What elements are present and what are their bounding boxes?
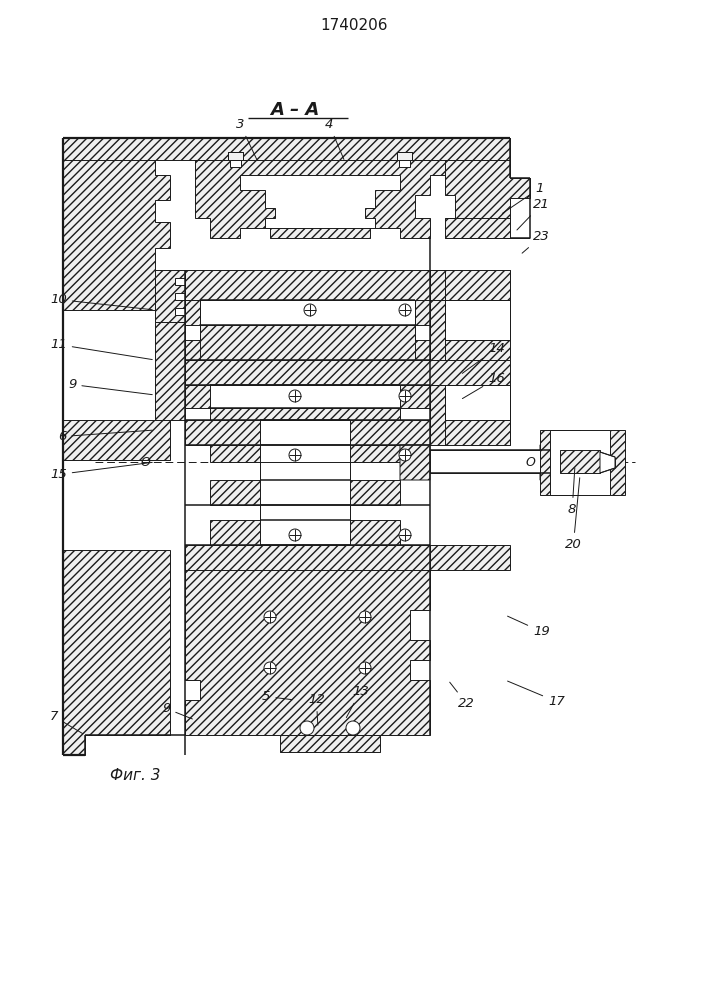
Polygon shape (155, 270, 185, 322)
Text: O: O (140, 456, 150, 468)
Text: 16: 16 (462, 372, 505, 399)
Text: 8: 8 (568, 468, 576, 516)
Circle shape (399, 529, 411, 541)
Text: 13: 13 (346, 685, 369, 718)
Polygon shape (185, 270, 510, 300)
Text: 1740206: 1740206 (320, 17, 387, 32)
Polygon shape (399, 160, 410, 167)
Polygon shape (185, 545, 430, 570)
Polygon shape (228, 152, 243, 160)
Text: 7: 7 (50, 710, 83, 734)
Polygon shape (397, 152, 412, 160)
Polygon shape (550, 430, 610, 495)
Polygon shape (260, 420, 350, 545)
Polygon shape (185, 385, 430, 445)
Polygon shape (560, 450, 600, 473)
Circle shape (264, 611, 276, 623)
Polygon shape (63, 138, 170, 310)
Text: O: O (525, 456, 535, 468)
Text: 6: 6 (58, 430, 152, 443)
Circle shape (359, 611, 371, 623)
Circle shape (399, 390, 411, 402)
Polygon shape (400, 445, 620, 480)
Text: 21: 21 (517, 198, 550, 230)
Polygon shape (430, 545, 510, 570)
Polygon shape (430, 270, 510, 300)
Text: 14: 14 (462, 342, 505, 373)
Text: 12: 12 (308, 693, 325, 725)
Polygon shape (185, 270, 430, 300)
Text: 9: 9 (162, 702, 192, 719)
Polygon shape (240, 175, 400, 228)
Circle shape (359, 662, 371, 674)
Circle shape (399, 304, 411, 316)
Text: 10: 10 (50, 293, 152, 310)
Polygon shape (185, 300, 430, 360)
Polygon shape (185, 570, 430, 735)
Polygon shape (430, 385, 510, 445)
Circle shape (300, 721, 314, 735)
Text: 1: 1 (502, 182, 544, 213)
Polygon shape (155, 322, 185, 420)
Circle shape (346, 721, 360, 735)
Polygon shape (445, 160, 530, 238)
Circle shape (289, 529, 301, 541)
Text: 11: 11 (50, 338, 152, 360)
Text: 22: 22 (450, 682, 474, 710)
Polygon shape (445, 300, 510, 340)
Text: 4: 4 (325, 118, 344, 159)
Polygon shape (63, 550, 170, 755)
Circle shape (289, 449, 301, 461)
Circle shape (399, 449, 411, 461)
Polygon shape (210, 408, 400, 545)
Polygon shape (63, 420, 170, 460)
Polygon shape (280, 735, 380, 752)
Text: 17: 17 (508, 681, 565, 708)
Polygon shape (540, 430, 625, 495)
Text: 20: 20 (565, 478, 582, 551)
Circle shape (304, 304, 316, 316)
Polygon shape (200, 300, 415, 325)
Text: 3: 3 (236, 118, 257, 159)
Text: 9: 9 (68, 378, 152, 395)
Polygon shape (600, 452, 615, 473)
Circle shape (289, 390, 301, 402)
Polygon shape (195, 160, 445, 238)
Text: Фиг. 3: Фиг. 3 (110, 768, 160, 782)
Text: А – А: А – А (270, 101, 320, 119)
Polygon shape (445, 385, 510, 420)
Text: 23: 23 (522, 230, 550, 253)
Text: 5: 5 (262, 690, 292, 703)
Polygon shape (430, 300, 510, 360)
Polygon shape (63, 138, 510, 160)
Text: 19: 19 (508, 616, 550, 638)
Polygon shape (185, 360, 510, 385)
Polygon shape (230, 160, 241, 167)
Text: 15: 15 (50, 462, 152, 481)
Polygon shape (430, 450, 540, 473)
Circle shape (264, 662, 276, 674)
Polygon shape (210, 385, 400, 408)
